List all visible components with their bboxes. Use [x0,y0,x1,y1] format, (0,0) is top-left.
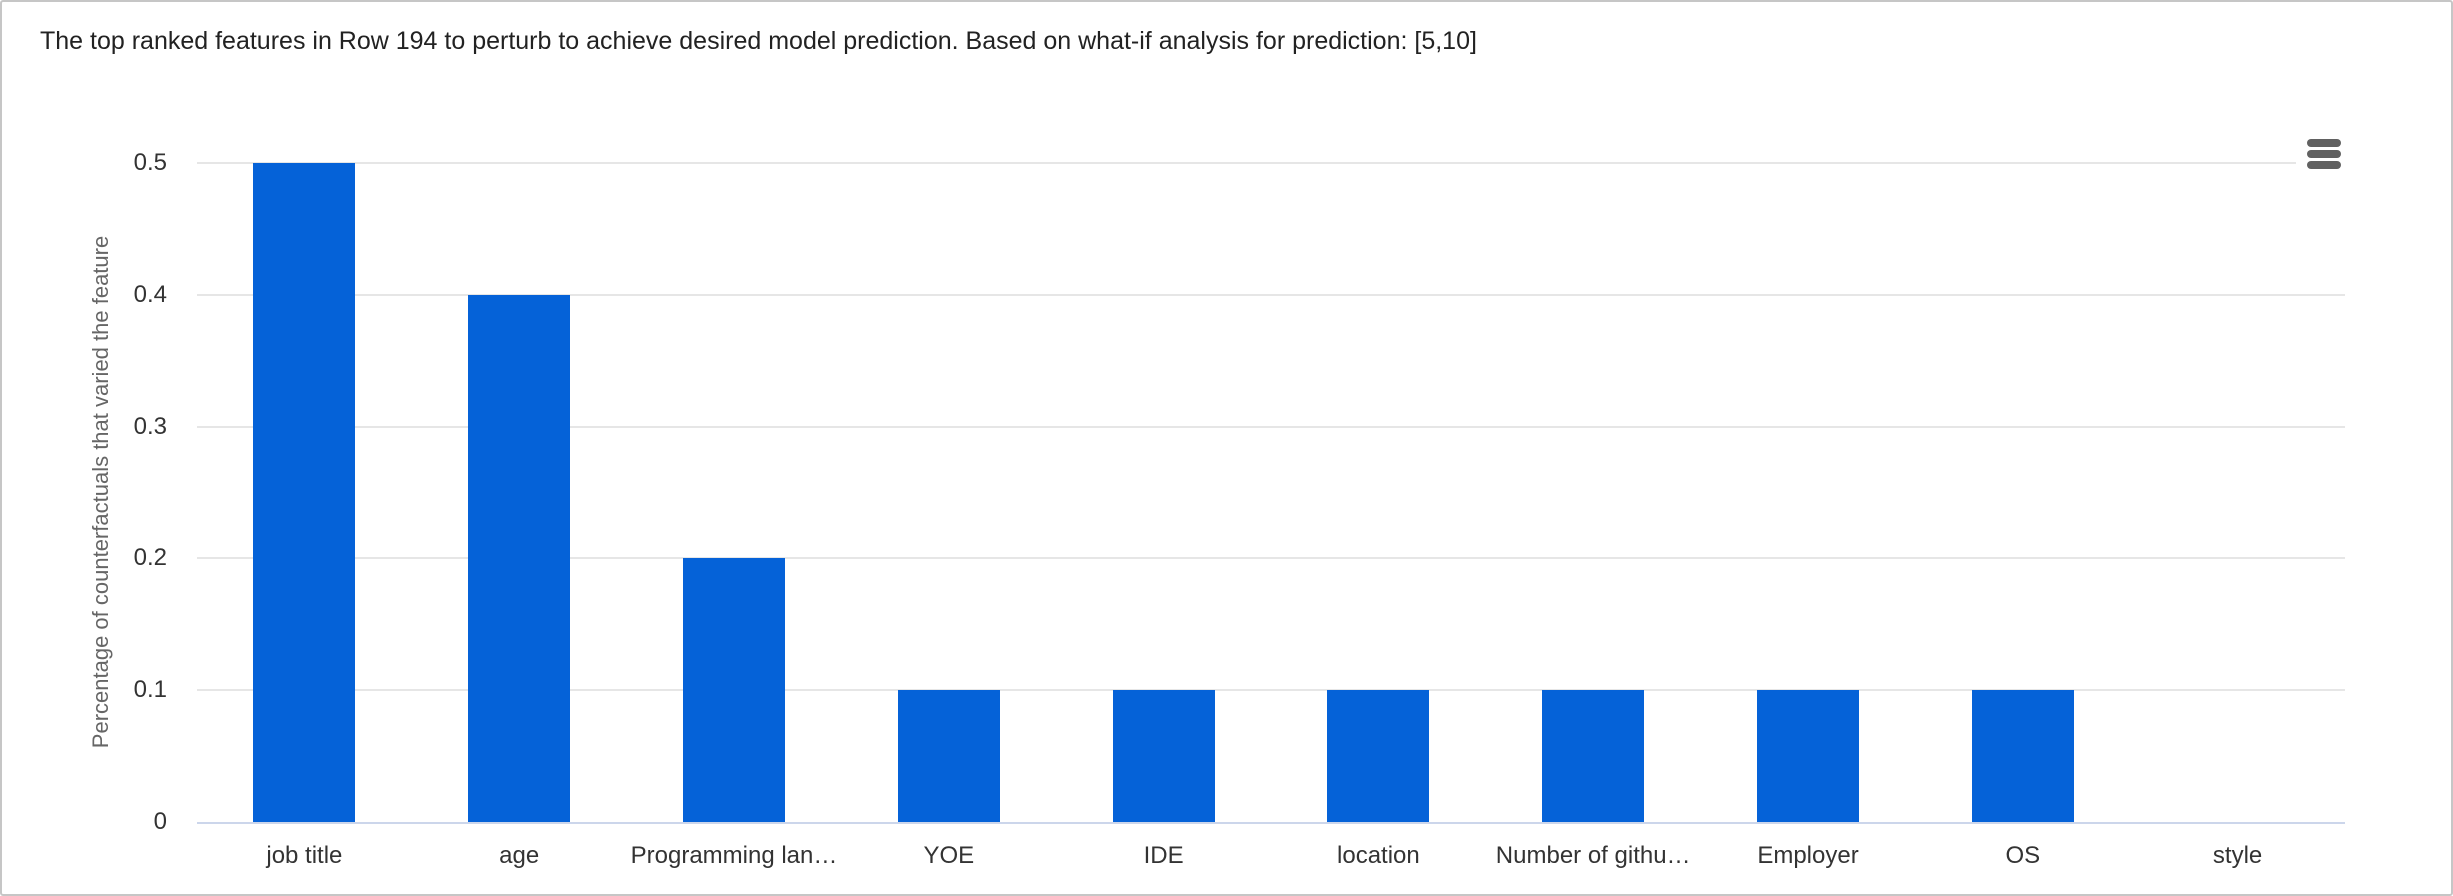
chart-context-menu-button[interactable] [2296,130,2352,178]
y-tick-label: 0.4 [133,280,167,308]
x-category-label: OS [2005,842,2041,869]
y-tick-label: 0 [153,808,167,835]
x-category-label: Number of githu… [1495,842,1691,869]
hamburger-menu-icon [2307,139,2341,169]
bar-job-title[interactable] [253,163,356,822]
x-category-label: Programming lan… [630,842,838,869]
x-category-label: style [2212,842,2263,869]
plot-area [197,162,2345,824]
x-category-label: Employer [1757,842,1859,869]
x-category-label: YOE [923,842,975,869]
x-category-label: age [499,842,540,869]
bar-programming-lan-[interactable] [683,558,785,822]
gridline [197,425,2345,428]
y-tick-label: 0.3 [133,412,167,440]
bar-yoe[interactable] [897,690,1000,822]
gridline [197,293,2345,296]
bar-os[interactable] [1971,690,2074,822]
y-tick-label: 0.2 [133,544,167,572]
gridline [197,162,2345,164]
bar-number-of-githu-[interactable] [1542,690,1645,822]
y-tick-label: 0.5 [133,149,167,176]
bar-location[interactable] [1327,690,1430,822]
x-category-label: job title [266,842,343,869]
x-category-label: IDE [1143,842,1184,869]
bar-ide[interactable] [1112,690,1215,822]
gridline [197,557,2345,560]
y-tick-label: 0.1 [133,676,167,704]
bar-age[interactable] [468,294,571,822]
x-category-label: location [1337,842,1420,869]
bar-employer[interactable] [1757,690,1859,822]
chart-title: The top ranked features in Row 194 to pe… [40,27,1477,55]
y-axis-title: Percentage of counterfactuals that varie… [88,235,113,749]
x-axis-line [197,822,2345,824]
gridline [197,689,2345,692]
